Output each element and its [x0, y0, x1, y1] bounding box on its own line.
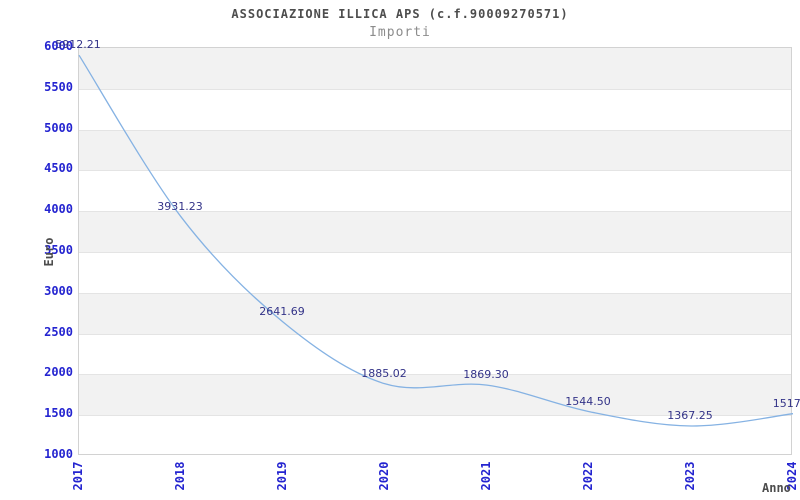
x-tick-label: 2020	[377, 461, 391, 491]
chart-subtitle: Importi	[369, 25, 431, 40]
y-tick-label: 2000	[44, 365, 73, 380]
gridline	[79, 170, 791, 172]
plot-band	[79, 211, 791, 252]
plot-band	[79, 48, 791, 89]
gridline	[79, 252, 791, 253]
y-tick-label: 3500	[44, 243, 73, 257]
data-point-label: 3931.23	[157, 199, 203, 213]
plot-band	[79, 129, 791, 171]
gridline	[79, 292, 791, 294]
x-axis-title: Anno	[762, 481, 791, 495]
y-tick-label: 4000	[44, 202, 73, 217]
gridline	[79, 129, 791, 131]
x-tick-label: 2022	[581, 461, 595, 491]
y-tick-label: 5000	[44, 120, 73, 135]
data-point-label: 2641.69	[259, 305, 305, 319]
y-tick-label: 3000	[44, 283, 73, 298]
data-point-label: 1544.50	[565, 394, 611, 408]
y-tick-label: 6000	[44, 39, 73, 53]
x-tick-label: 2018	[173, 461, 187, 491]
data-point-label: 5912.21	[55, 38, 101, 52]
chart-title: ASSOCIAZIONE ILLICA APS (c.f.90009270571…	[231, 7, 569, 21]
gridline	[79, 333, 791, 335]
gridline	[79, 211, 791, 213]
line-series	[78, 54, 794, 427]
x-tick-label: 2021	[479, 461, 493, 491]
x-tick-label: 2017	[71, 461, 85, 491]
y-tick-label: 2500	[44, 324, 73, 339]
x-tick-label: 2019	[275, 461, 289, 491]
data-point-label: 1869.30	[463, 368, 509, 382]
plot-band	[79, 292, 791, 334]
plot-band	[79, 374, 791, 416]
data-point-label: 1517.9	[772, 396, 800, 410]
y-tick-label: 5500	[44, 79, 73, 94]
y-axis-title: Euro	[42, 237, 56, 267]
plot-area	[78, 47, 794, 455]
data-point-label: 1885.02	[361, 366, 407, 380]
x-tick-label: 2023	[683, 461, 697, 491]
y-tick-label: 1500	[44, 406, 73, 421]
y-tick-label: 1000	[44, 447, 73, 461]
y-tick-label: 4500	[44, 161, 73, 176]
gridline	[79, 88, 791, 90]
data-point-label: 1367.25	[667, 409, 713, 423]
gridline	[79, 415, 791, 417]
series-line	[78, 54, 794, 427]
gridline	[79, 374, 791, 376]
